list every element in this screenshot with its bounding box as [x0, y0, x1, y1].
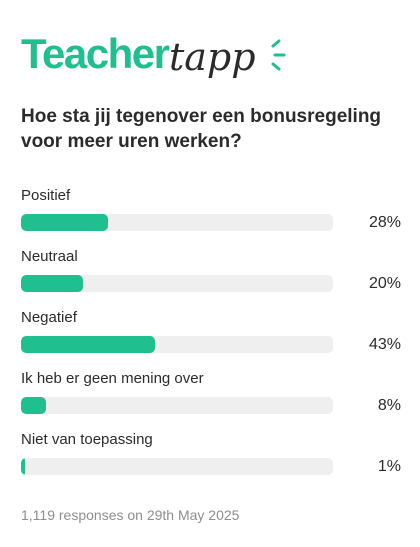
logo-spark-icon: [271, 39, 286, 71]
option-label: Neutraal: [21, 248, 78, 265]
bar-track: [21, 458, 333, 475]
option-percentage: 20%: [368, 275, 401, 292]
option-percentage: 8%: [377, 397, 401, 414]
option-label: Positief: [21, 187, 71, 204]
bar-track: [21, 214, 333, 231]
poll-option-row: Negatief 43%: [21, 309, 403, 365]
option-percentage: 28%: [368, 214, 401, 231]
option-percentage: 43%: [368, 336, 401, 353]
option-label: Ik heb er geen mening over: [21, 370, 204, 387]
bar-track: [21, 397, 333, 414]
option-percentage: 1%: [377, 458, 401, 475]
logo-tapp-script: tapp: [169, 36, 286, 79]
bar-fill: [21, 275, 83, 292]
option-label: Niet van toepassing: [21, 431, 153, 448]
bar-fill: [21, 397, 46, 414]
poll-option-row: Ik heb er geen mening over 8%: [21, 370, 403, 426]
bar-track: [21, 336, 333, 353]
bar-fill: [21, 336, 155, 353]
response-count: 1,119 responses on 29th May 2025: [21, 507, 240, 523]
bar-fill: [21, 214, 108, 231]
svg-text:tapp: tapp: [169, 36, 256, 79]
poll-option-row: Niet van toepassing 1%: [21, 431, 403, 487]
poll-option-row: Positief 28%: [21, 187, 403, 243]
poll-option-row: Neutraal 20%: [21, 248, 403, 304]
poll-question: Hoe sta jij tegenover een bonusregeling …: [21, 106, 382, 152]
logo-teacher-text: Teacher: [21, 30, 170, 77]
bar-track: [21, 275, 333, 292]
option-label: Negatief: [21, 309, 77, 326]
bar-fill: [21, 458, 25, 475]
teachertapp-logo: Teacher tapp: [21, 30, 286, 86]
